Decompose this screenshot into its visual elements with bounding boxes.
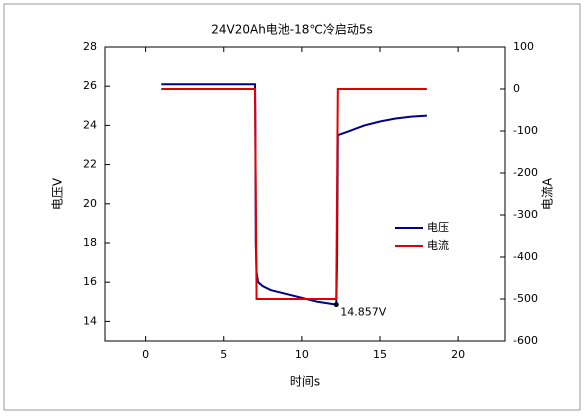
- y2-tick-label: -200: [513, 166, 538, 179]
- y2-tick-label: -600: [513, 334, 538, 347]
- y-tick-label: 18: [83, 236, 97, 249]
- y-tick-label: 16: [83, 275, 97, 288]
- x-tick-label: 15: [373, 348, 387, 361]
- annotation-label: 14.857V: [340, 306, 386, 319]
- chart-title: 24V20Ah电池-18℃冷启动5s: [211, 23, 373, 37]
- y2-tick-label: -100: [513, 124, 538, 137]
- x-tick-label: 20: [451, 348, 465, 361]
- legend-label: 电压: [427, 221, 449, 234]
- annotation-point: [333, 302, 339, 308]
- y2-tick-label: 0: [513, 82, 520, 95]
- x-axis-label: 时间s: [290, 375, 320, 389]
- y-tick-label: 14: [83, 314, 97, 327]
- y2-tick-label: -300: [513, 208, 538, 221]
- window-frame: [3, 3, 581, 411]
- y-tick-label: 28: [83, 40, 97, 53]
- y2-tick-label: -500: [513, 292, 538, 305]
- legend-label: 电流: [427, 238, 449, 252]
- series-line: [161, 88, 427, 300]
- x-tick-label: 5: [220, 348, 227, 361]
- y-axis-label: 电压V: [51, 177, 65, 210]
- y-tick-label: 26: [83, 79, 97, 92]
- y2-axis-label: 电流A: [541, 177, 555, 210]
- x-tick-label: 10: [295, 348, 309, 361]
- y-tick-label: 20: [83, 197, 97, 210]
- plot-frame: [104, 46, 506, 342]
- y2-tick-label: 100: [513, 40, 534, 53]
- y-tick-label: 24: [83, 118, 97, 131]
- x-tick-label: 0: [142, 348, 149, 361]
- y-tick-label: 22: [83, 158, 97, 171]
- y2-tick-label: -400: [513, 250, 538, 263]
